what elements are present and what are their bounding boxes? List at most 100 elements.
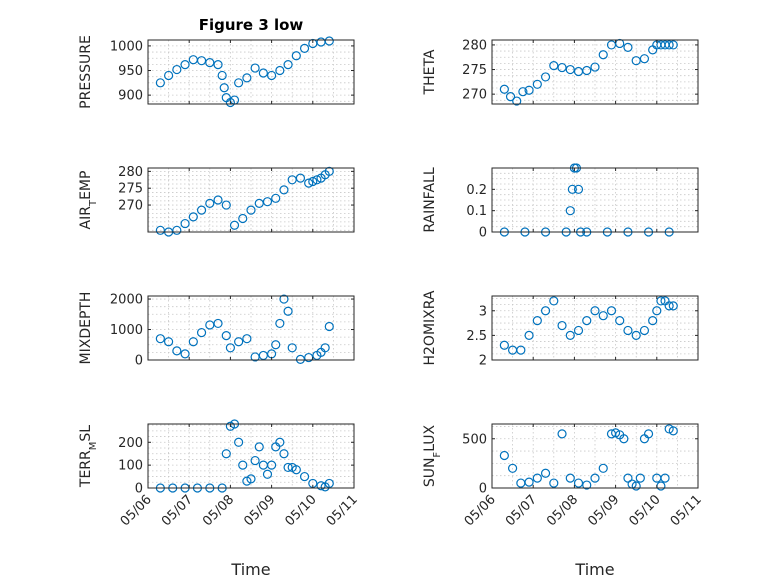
data-point — [262, 197, 273, 207]
data-point — [250, 63, 260, 73]
x-tick-label: 05/08 — [544, 492, 581, 529]
data-point — [565, 206, 575, 216]
y-axis-label: SUNFLUX — [422, 424, 443, 487]
data-point — [196, 56, 207, 66]
data-point — [557, 62, 567, 73]
data-point — [291, 51, 301, 61]
data-point — [299, 43, 310, 53]
y-axis-label: MIXDEPTH — [78, 292, 94, 365]
data-point — [549, 478, 559, 488]
data-point — [598, 50, 608, 60]
y-tick-label: 2 — [479, 354, 487, 369]
data-point — [635, 473, 645, 483]
y-tick-label: 200 — [118, 436, 143, 451]
data-point — [567, 184, 577, 194]
y-tick-label: 280 — [462, 38, 487, 53]
x-tick-label: 05/11 — [668, 492, 705, 529]
data-point — [155, 78, 165, 88]
data-point — [180, 218, 190, 229]
x-tick-label: 05/10 — [627, 492, 664, 529]
data-point — [279, 449, 289, 459]
data-point — [499, 84, 509, 94]
data-point — [549, 60, 559, 71]
data-point — [316, 481, 326, 491]
data-point — [196, 327, 207, 338]
y-tick-label: 500 — [462, 432, 487, 447]
data-point — [213, 195, 223, 205]
data-point — [557, 429, 567, 439]
data-point — [279, 185, 289, 195]
data-point — [238, 460, 248, 470]
data-point — [573, 478, 584, 488]
data-point — [180, 60, 190, 70]
subplot-pressure: 900 950 1000 PRESSURE — [78, 35, 355, 109]
data-point — [619, 434, 629, 444]
data-point — [631, 481, 641, 491]
data-point — [590, 473, 600, 483]
data-point — [324, 36, 334, 46]
data-point — [524, 330, 534, 340]
y-tick-label: 900 — [118, 89, 143, 104]
data-point — [271, 193, 281, 203]
data-point — [565, 64, 575, 75]
data-point — [262, 469, 273, 479]
data-point — [172, 225, 182, 235]
data-point — [164, 337, 174, 347]
data-point — [188, 337, 198, 347]
data-point — [540, 306, 551, 316]
data-point — [283, 60, 293, 70]
y-tick-label: 275 — [462, 63, 487, 78]
data-point — [499, 450, 509, 461]
y-axis-label: RAINFALL — [422, 167, 438, 232]
data-point — [664, 40, 674, 50]
data-point — [275, 437, 285, 447]
data-point — [540, 468, 551, 478]
data-point — [324, 166, 334, 176]
data-point — [279, 294, 289, 304]
data-point — [505, 92, 516, 102]
data-point — [507, 463, 518, 473]
data-point — [242, 73, 252, 83]
data-point — [267, 460, 277, 470]
data-point — [532, 79, 542, 89]
x-tick-label: 05/10 — [283, 492, 320, 529]
data-point — [291, 465, 301, 475]
data-point — [668, 40, 678, 50]
data-point — [225, 343, 235, 353]
data-point — [512, 96, 522, 106]
axes-frame — [491, 167, 699, 233]
axes-frame — [491, 295, 699, 361]
y-tick-label: 1000 — [110, 39, 143, 54]
y-tick-label: 3 — [479, 304, 487, 319]
y-tick-label: 280 — [118, 165, 143, 180]
data-point — [532, 473, 542, 483]
x-axis-label-left: Time — [230, 560, 270, 579]
data-point — [648, 316, 658, 326]
y-tick-label: 0 — [135, 354, 143, 369]
x-tick-label: 05/06 — [462, 492, 499, 529]
data-point — [267, 70, 277, 81]
data-point — [499, 340, 509, 350]
data-point — [516, 345, 526, 355]
data-point — [283, 462, 293, 473]
data-point — [590, 62, 600, 72]
data-point — [271, 340, 281, 350]
data-point — [219, 83, 229, 93]
data-point — [582, 316, 592, 326]
data-point — [221, 449, 231, 459]
data-point — [221, 331, 231, 341]
subplot-mixdepth: 0 1000 2000 MIXDEPTH — [78, 292, 355, 369]
subplot-theta: 270 275 280 THETA — [422, 38, 699, 106]
data-point — [254, 442, 264, 452]
y-tick-label: 0 — [135, 482, 143, 497]
data-point — [287, 343, 297, 353]
data-point — [631, 330, 641, 340]
data-point — [643, 429, 654, 439]
axes-frame — [491, 39, 699, 105]
data-point — [660, 473, 670, 483]
data-point — [205, 58, 215, 68]
x-tick-label: 05/07 — [159, 492, 196, 529]
data-point — [320, 343, 330, 353]
y-tick-label: 2000 — [110, 293, 143, 308]
y-tick-label: 270 — [462, 88, 487, 103]
